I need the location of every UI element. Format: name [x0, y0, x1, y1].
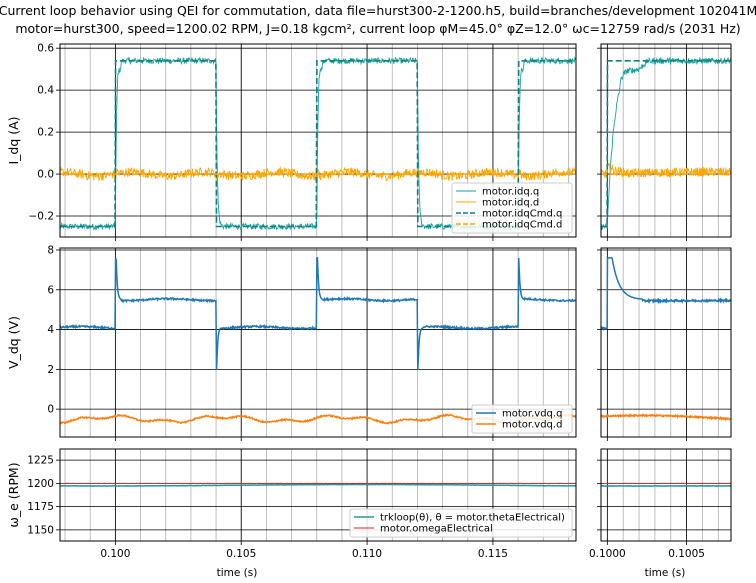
- x-axis-label-main: time (s): [217, 567, 258, 579]
- idq-legend-label: motor.idq.d: [482, 198, 539, 209]
- idq-y-axis-label: I_dq (A): [6, 116, 21, 164]
- vdq-zoom-axes: [597, 247, 732, 441]
- zoom-x-tick-label: 0.1005: [668, 548, 705, 560]
- idq-main-series-motor-idq-d: [60, 166, 576, 182]
- idq-zoom-series-motor-idq-d: [601, 162, 731, 179]
- idq-zoom-series-motor-idqcmd-q: [601, 60, 731, 228]
- idq-zoom-frame: [600, 43, 732, 238]
- vdq-zoom-series-motor-vdq-d: [601, 413, 731, 422]
- vdq-y-tick-label: 2: [47, 364, 54, 376]
- we-main-axes: 0.100 0.105 0.110 0.115 1150 1175 1200 1225 trkl…: [27, 448, 577, 560]
- vdq-legend-label: motor.vdq.d: [502, 420, 562, 431]
- idq-legend: motor.idq.qmotor.idq.dmotor.idqCmd.qmoto…: [451, 182, 573, 234]
- we-y-tick-label: 1200: [27, 478, 54, 490]
- we-zoom-series-group: [601, 482, 731, 488]
- we-y-tick-label: 1225: [27, 455, 54, 467]
- vdq-y-tick-label: 4: [47, 324, 54, 336]
- we-zoom-axes: 0.1000 0.1005: [589, 448, 732, 560]
- idq-y-tick-label: 0.0: [37, 169, 54, 181]
- idq-legend-label: motor.idqCmd.d: [482, 220, 562, 231]
- vdq-legend-label: motor.vdq.q: [502, 409, 562, 420]
- idq-zoom-series-motor-idq-q: [601, 56, 731, 231]
- we-main-series-group: [60, 482, 576, 487]
- chart-title-line2: motor=hurst300, speed=1200.02 RPM, J=0.1…: [15, 21, 740, 36]
- vdq-y-axis-label: V_dq (V): [6, 316, 21, 369]
- idq-main-frame: [59, 43, 577, 238]
- vdq-zoom-frame: [600, 247, 732, 438]
- idq-legend-box: [451, 182, 573, 234]
- vdq-main-series-motor-vdq-q: [60, 257, 576, 370]
- vdq-zoom-series-motor-vdq-q: [601, 257, 731, 331]
- we-legend-label: trkloop(θ), θ = motor.thetaElectrical): [380, 513, 565, 524]
- main-x-tick-label: 0.100: [100, 548, 130, 560]
- idq-legend-label: motor.idq.q: [482, 187, 539, 198]
- vdq-y-tick-label: 0: [47, 404, 54, 416]
- main-x-tick-label: 0.105: [226, 548, 256, 560]
- we-main-series-trkloop-motor-thetaelectrical-: [60, 483, 576, 487]
- zoom-x-tick-label: 0.1000: [589, 548, 626, 560]
- we-legend-label: motor.omegaElectrical: [380, 524, 493, 535]
- we-legend: trkloop(θ), θ = motor.thetaElectrical)mo…: [349, 508, 573, 538]
- idq-y-tick-label: 0.6: [37, 43, 54, 55]
- main-x-tick-label: 0.115: [478, 548, 508, 560]
- we-y-tick-label: 1175: [27, 501, 54, 513]
- vdq-zoom-series-group: [601, 257, 731, 422]
- chart-title-line1: Current loop behavior using QEI for comm…: [0, 3, 756, 18]
- idq-zoom-series-group: [601, 56, 731, 231]
- vdq-y-tick-label: 8: [47, 244, 54, 256]
- we-legend-box: [349, 508, 573, 538]
- idq-y-tick-label: 0.4: [37, 85, 54, 97]
- x-axis-label-zoom: time (s): [645, 567, 686, 579]
- idq-y-tick-label: −0.2: [29, 211, 55, 223]
- vdq-main-frame: [59, 247, 577, 438]
- main-x-tick-label: 0.110: [352, 548, 382, 560]
- idq-zoom-axes: [597, 43, 732, 241]
- vdq-y-tick-label: 6: [47, 284, 54, 296]
- we-main-frame: [59, 448, 577, 542]
- we-zoom-frame: [600, 448, 732, 542]
- idq-main-axes: −0.20.00.20.40.6motor.idq.qmotor.idq.dmo…: [29, 43, 577, 241]
- we-y-axis-label: ω_e (RPM): [6, 462, 21, 527]
- idq-y-tick-label: 0.2: [37, 127, 54, 139]
- idq-legend-label: motor.idqCmd.q: [482, 209, 562, 220]
- vdq-legend-box: [471, 404, 573, 434]
- we-y-tick-label: 1150: [27, 524, 54, 536]
